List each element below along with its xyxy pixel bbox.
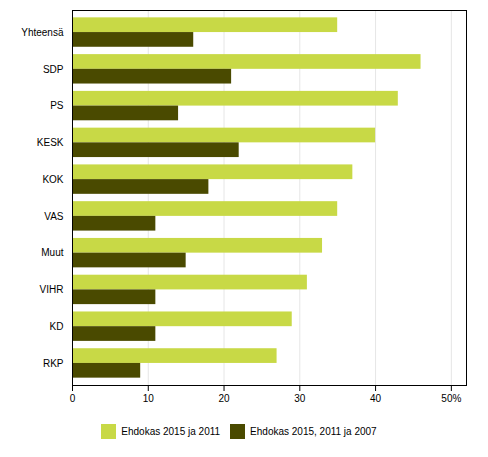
svg-text:VIHR: VIHR xyxy=(40,284,64,295)
svg-text:20: 20 xyxy=(218,393,230,404)
svg-text:Muut: Muut xyxy=(41,247,63,258)
svg-text:Yhteensä: Yhteensä xyxy=(21,27,64,38)
svg-text:KOK: KOK xyxy=(42,174,63,185)
svg-text:KESK: KESK xyxy=(37,137,64,148)
html-text:Ehdokas 2015, 2011 ja 2007: Ehdokas 2015, 2011 ja 2007 xyxy=(250,426,377,437)
svg-text:50%: 50% xyxy=(441,393,461,404)
svg-text:KD: KD xyxy=(50,321,64,332)
svg-text:VAS: VAS xyxy=(44,211,64,222)
svg-text:PS: PS xyxy=(50,100,64,111)
html-text:Ehdokas 2015 ja 2011: Ehdokas 2015 ja 2011 xyxy=(121,426,221,437)
svg-text:10: 10 xyxy=(143,393,155,404)
svg-text:RKP: RKP xyxy=(43,358,64,369)
svg-text:0: 0 xyxy=(70,393,76,404)
svg-text:SDP: SDP xyxy=(43,64,64,75)
svg-text:30: 30 xyxy=(294,393,306,404)
svg-text:40: 40 xyxy=(370,393,382,404)
